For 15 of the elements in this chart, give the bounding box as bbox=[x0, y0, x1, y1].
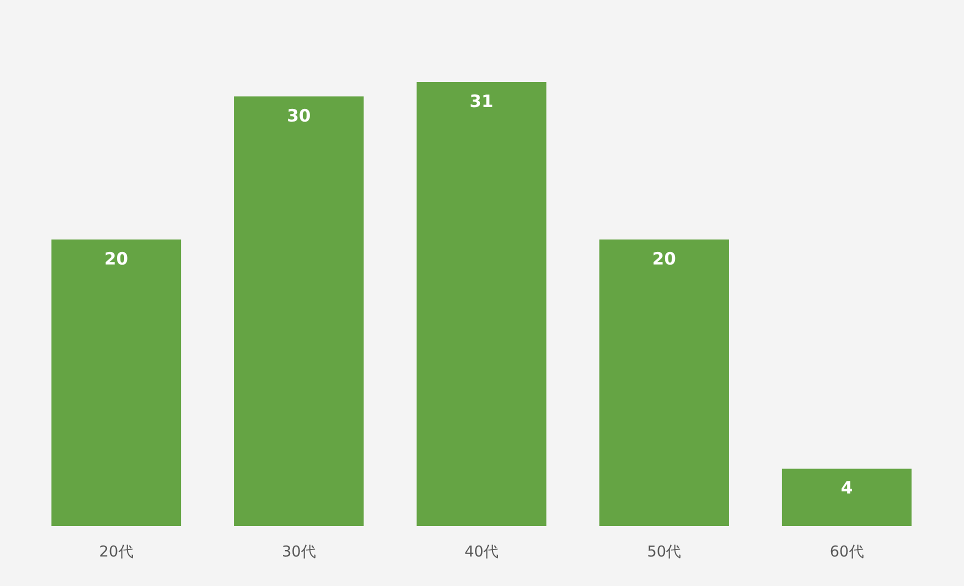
x-tick-label: 20代 bbox=[99, 542, 134, 560]
bar bbox=[416, 82, 546, 526]
data-label: 20 bbox=[104, 250, 128, 270]
data-label: 30 bbox=[287, 106, 311, 126]
bar bbox=[234, 96, 364, 526]
data-label: 31 bbox=[470, 92, 494, 112]
x-tick-label: 60代 bbox=[830, 542, 864, 560]
bar bbox=[599, 240, 729, 526]
data-label: 20 bbox=[652, 250, 676, 270]
bar bbox=[51, 240, 182, 526]
x-tick-label: 40代 bbox=[464, 542, 499, 560]
x-tick-label: 50代 bbox=[647, 542, 682, 560]
data-label: 4 bbox=[840, 478, 853, 499]
bar bbox=[782, 468, 912, 526]
x-tick-label: 30代 bbox=[282, 542, 316, 560]
